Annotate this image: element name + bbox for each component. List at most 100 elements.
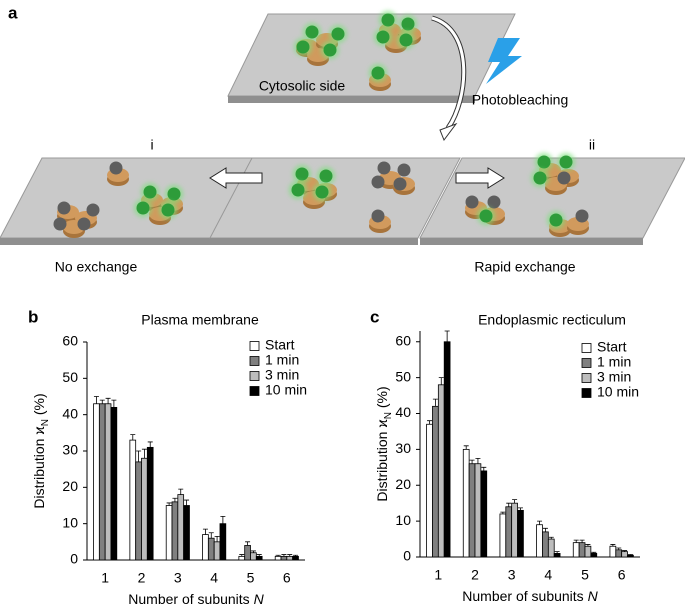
error-bar [256, 554, 262, 557]
bar [286, 555, 294, 561]
legend-label: 3 min [265, 367, 299, 383]
bar [499, 513, 507, 558]
x-tick-label: 6 [618, 567, 626, 583]
error-bar [548, 536, 554, 540]
bar [202, 534, 209, 561]
x-tick-label: 2 [471, 567, 479, 583]
bar [609, 545, 617, 558]
y-tick-label: 10 [62, 514, 78, 530]
error-bar [293, 554, 299, 557]
bar [250, 552, 257, 561]
top-label: Cytosolic side [259, 78, 346, 94]
bar [553, 553, 561, 558]
bar [98, 403, 106, 561]
error-bar [111, 399, 117, 408]
legend-label: 3 min [597, 369, 631, 385]
plate-edge [0, 238, 213, 245]
bar [627, 554, 634, 558]
bar [171, 501, 179, 561]
bar [432, 405, 439, 558]
bar [590, 553, 598, 558]
diagram: Cytosolic side Photobleaching i ii No ex… [0, 3, 685, 326]
x-label-part: Number of subunits [128, 591, 253, 607]
legend-swatch [581, 388, 592, 398]
bar [292, 555, 299, 561]
legend-label: Start [597, 339, 627, 355]
error-bar [93, 396, 99, 404]
error-bar [147, 441, 153, 448]
bar [129, 439, 137, 561]
bar [572, 542, 580, 558]
error-bar [275, 554, 281, 557]
error-bar [427, 420, 433, 425]
error-bar [99, 399, 105, 404]
y-label-part: (%) [31, 393, 47, 419]
bar [110, 406, 118, 561]
bar [219, 523, 227, 561]
legend-swatch [581, 373, 592, 383]
legend-swatch [249, 341, 260, 351]
error-bar [616, 547, 622, 550]
x-tick-label: 1 [434, 567, 442, 583]
x-tick-label: 4 [544, 567, 552, 583]
error-bar [281, 554, 287, 557]
bar [437, 384, 445, 558]
error-bar [517, 507, 523, 511]
y-tick-label: 20 [62, 478, 78, 494]
bar [280, 555, 288, 561]
bar [274, 555, 282, 561]
error-bar [469, 459, 475, 464]
error-bar [220, 516, 226, 524]
x-tick-label: 1 [101, 570, 109, 586]
bar [135, 461, 142, 561]
legend-label: Start [265, 337, 295, 353]
chart-title: Plasma membrane [141, 312, 259, 328]
error-bar [178, 488, 184, 495]
error-bar [512, 499, 518, 504]
error-bar [463, 445, 469, 450]
y-label-part: (%) [374, 386, 390, 412]
y-tick-label: 30 [62, 442, 78, 458]
bar [621, 551, 628, 558]
plate-edge [228, 96, 475, 103]
error-bar [136, 450, 142, 462]
bar [480, 470, 488, 558]
error-bar [432, 398, 438, 407]
bar [165, 505, 173, 561]
y-tick-label: 50 [62, 369, 78, 385]
error-bar [610, 544, 616, 547]
arrow-right [455, 167, 505, 189]
y-label-part: Distribution ϰ [31, 426, 47, 509]
bar [244, 545, 251, 561]
error-bar [475, 457, 481, 464]
bar [426, 423, 433, 558]
y-label-part: N [40, 419, 51, 426]
error-bar [627, 554, 633, 556]
y-label-part: N [383, 412, 394, 419]
panel-label: c [370, 307, 379, 326]
chart-title: Endoplasmic recticulum [478, 312, 626, 328]
bar [511, 502, 518, 558]
error-bar [245, 541, 251, 546]
y-tick-label: 0 [403, 548, 411, 564]
error-bar [500, 511, 506, 514]
error-bar [250, 550, 256, 553]
x-label-part: N [588, 588, 599, 604]
error-bar [591, 551, 597, 554]
x-tick-label: 2 [138, 570, 146, 586]
x-tick-label: 3 [508, 567, 516, 583]
x-tick-label: 4 [210, 570, 218, 586]
bar [462, 448, 470, 558]
arrow-head [439, 122, 458, 142]
action-label: Photobleaching [472, 92, 569, 108]
error-bar [481, 466, 487, 471]
error-bar [287, 554, 293, 557]
error-bar [239, 554, 245, 557]
bar [542, 531, 549, 558]
error-bar [438, 377, 444, 385]
bar [584, 545, 592, 558]
x-tick-label: 3 [174, 570, 182, 586]
error-bar [444, 330, 450, 342]
bar [93, 403, 100, 561]
